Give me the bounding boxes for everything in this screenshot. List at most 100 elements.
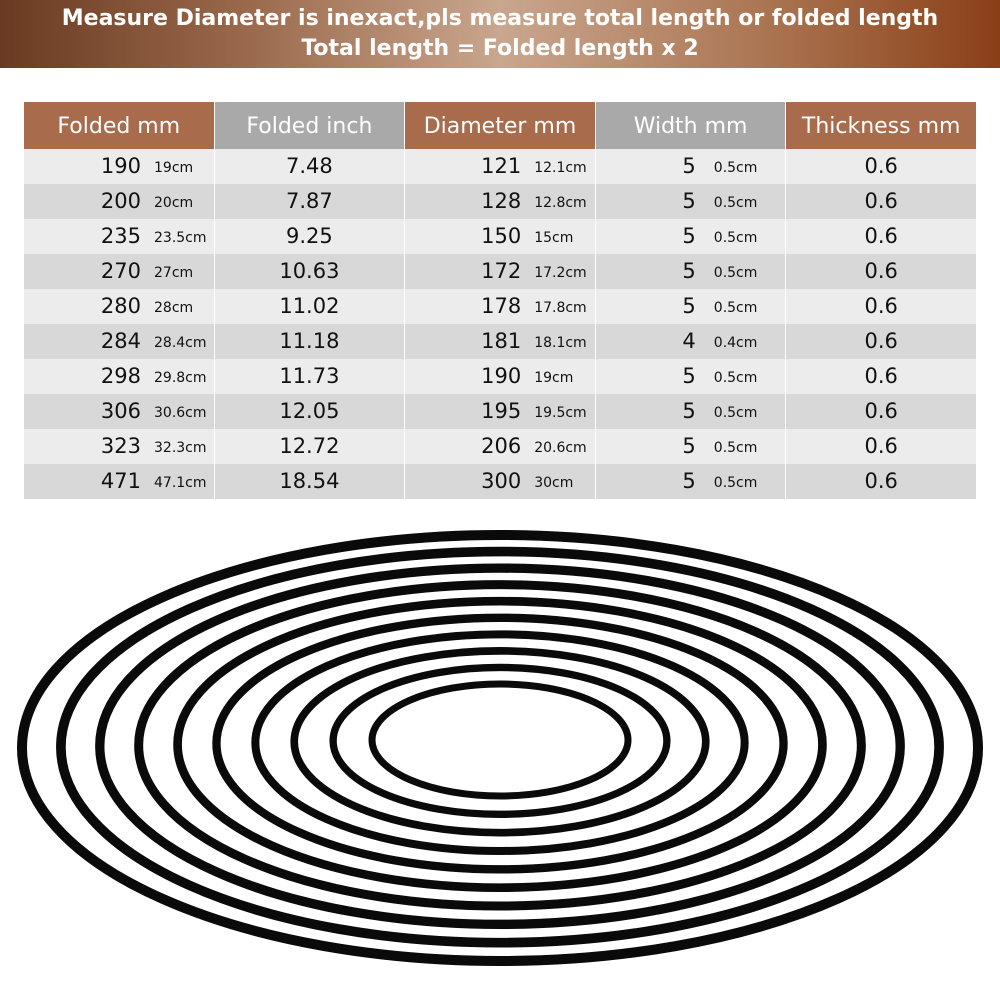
cell-value: 0.6 (864, 189, 898, 213)
table-cell: 11.18 (215, 324, 406, 359)
table-cell: 0.6 (786, 359, 977, 394)
cell-value: 235 (100, 224, 141, 248)
cell-cm: 0.5cm (713, 195, 758, 211)
table-cell: 300 30cm (405, 464, 596, 499)
table-cell: 195 19.5cm (405, 394, 596, 429)
table-cell: 306 30.6cm (24, 394, 215, 429)
cell-value: 323 (100, 434, 141, 458)
cell-value: 150 (481, 224, 522, 248)
table-row: 306 30.6cm 12.05 195 19.5cm 5 0.5cm 0.6 (24, 394, 977, 429)
cell-value: 121 (481, 154, 522, 178)
table-cell: 0.6 (786, 254, 977, 289)
cell-cm: 0.5cm (713, 475, 758, 491)
table-cell: 5 0.5cm (596, 219, 787, 254)
cell-cm: 0.4cm (713, 335, 758, 351)
ring (329, 663, 671, 818)
cell-cm: 19cm (534, 370, 574, 386)
ring (368, 680, 632, 800)
cell-value: 7.48 (286, 154, 333, 178)
table-cell: 4 0.4cm (596, 324, 787, 359)
table-cell: 11.73 (215, 359, 406, 394)
table-cell: 0.6 (786, 394, 977, 429)
table-cell: 121 12.1cm (405, 149, 596, 184)
cell-value: 5 (682, 259, 696, 283)
cell-value: 5 (682, 364, 696, 388)
cell-value: 206 (481, 434, 522, 458)
table-cell: 0.6 (786, 324, 977, 359)
cell-value: 190 (481, 364, 522, 388)
table-row: 284 28.4cm 11.18 181 18.1cm 4 0.4cm 0.6 (24, 324, 977, 359)
table-row: 323 32.3cm 12.72 206 20.6cm 5 0.5cm 0.6 (24, 429, 977, 464)
cell-value: 0.6 (864, 224, 898, 248)
cell-cm: 32.3cm (154, 440, 207, 456)
cell-cm: 0.5cm (713, 230, 758, 246)
cell-value: 172 (481, 259, 522, 283)
cell-value: 11.18 (279, 329, 340, 353)
cell-value: 0.6 (864, 154, 898, 178)
table-row: 235 23.5cm 9.25 150 15cm 5 0.5cm 0.6 (24, 219, 977, 254)
cell-value: 5 (682, 189, 696, 213)
cell-value: 0.6 (864, 364, 898, 388)
table-cell: 0.6 (786, 289, 977, 324)
cell-cm: 12.1cm (534, 160, 587, 176)
table-cell: 150 15cm (405, 219, 596, 254)
cell-value: 4 (682, 329, 696, 353)
table-cell: 190 19cm (405, 359, 596, 394)
cell-value: 471 (100, 469, 141, 493)
column-header: Folded inch (214, 102, 406, 149)
table-cell: 12.05 (215, 394, 406, 429)
table-cell: 5 0.5cm (596, 289, 787, 324)
header-row: Folded mm Folded inch Diameter mm Width mm T… (24, 102, 977, 149)
table-cell: 5 0.5cm (596, 184, 787, 219)
cell-cm: 19cm (154, 160, 194, 176)
cell-cm: 27cm (154, 265, 194, 281)
column-header: Folded mm (24, 102, 215, 149)
cell-cm: 30cm (534, 475, 574, 491)
table-cell: 178 17.8cm (405, 289, 596, 324)
column-header: Diameter mm (405, 102, 596, 149)
table-cell: 200 20cm (24, 184, 215, 219)
table-cell: 128 12.8cm (405, 184, 596, 219)
cell-value: 300 (481, 469, 522, 493)
cell-cm: 0.5cm (713, 405, 758, 421)
cell-value: 195 (481, 399, 522, 423)
cell-value: 284 (100, 329, 141, 353)
table-cell: 284 28.4cm (24, 324, 215, 359)
ring (134, 580, 866, 911)
cell-cm: 47.1cm (154, 475, 207, 491)
cell-cm: 20.6cm (534, 440, 587, 456)
table-cell: 18.54 (215, 464, 406, 499)
cell-cm: 0.5cm (713, 440, 758, 456)
table-row: 190 19cm 7.48 121 12.1cm 5 0.5cm 0.6 (24, 149, 977, 184)
cell-cm: 15cm (534, 230, 574, 246)
cell-value: 280 (100, 294, 141, 318)
table-cell: 9.25 (215, 219, 406, 254)
cell-value: 0.6 (864, 259, 898, 283)
ring (56, 546, 944, 948)
banner-line: Measure Diameter is inexact,pls measure … (61, 6, 939, 31)
cell-cm: 28.4cm (154, 335, 207, 351)
table-cell: 181 18.1cm (405, 324, 596, 359)
ring (212, 613, 788, 874)
cell-value: 5 (682, 224, 696, 248)
cell-value: 18.54 (279, 469, 340, 493)
cell-value: 9.25 (286, 224, 333, 248)
cell-cm: 29.8cm (154, 370, 207, 386)
cell-value: 5 (682, 469, 696, 493)
table-cell: 11.02 (215, 289, 406, 324)
table-cell: 12.72 (215, 429, 406, 464)
cell-value: 128 (481, 189, 522, 213)
size-table: Folded mm Folded inch Diameter mm Width mm T… (24, 102, 977, 499)
cell-cm: 0.5cm (713, 160, 758, 176)
cell-cm: 23.5cm (154, 230, 207, 246)
table-cell: 298 29.8cm (24, 359, 215, 394)
cell-cm: 0.5cm (713, 370, 758, 386)
table-cell: 206 20.6cm (405, 429, 596, 464)
table-cell: 190 19cm (24, 149, 215, 184)
cell-cm: 17.2cm (534, 265, 587, 281)
table-cell: 280 28cm (24, 289, 215, 324)
cell-value: 181 (481, 329, 522, 353)
column-header: Thickness mm (786, 102, 977, 149)
cell-value: 270 (100, 259, 141, 283)
